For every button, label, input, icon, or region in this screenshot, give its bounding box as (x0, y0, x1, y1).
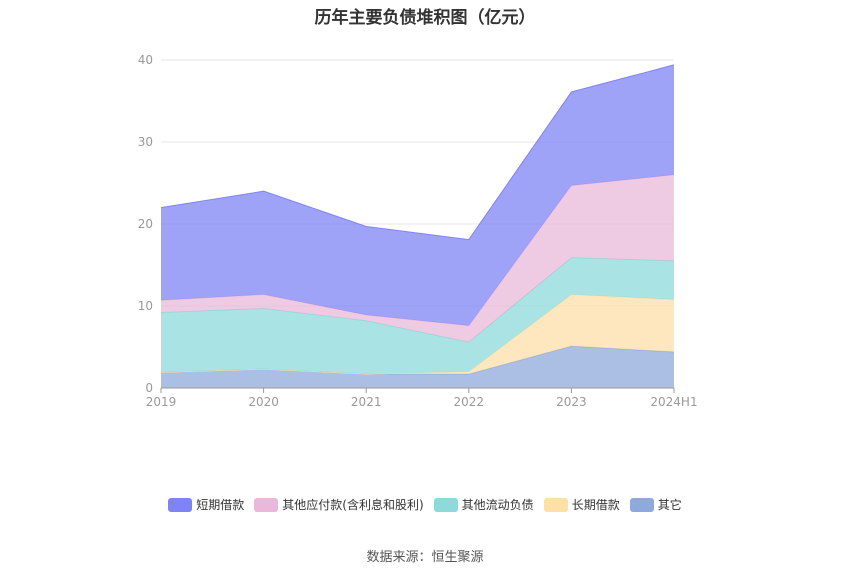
legend-item[interactable]: 其他流动负债 (433, 496, 534, 513)
x-tick-label: 2023 (556, 395, 587, 409)
legend-swatch (543, 497, 568, 512)
y-tick-label: 30 (138, 135, 153, 149)
legend-item[interactable]: 其它 (629, 496, 682, 513)
legend-label: 短期借款 (196, 498, 245, 512)
legend-label: 其他应付款(含利息和股利) (282, 498, 424, 512)
legend-item[interactable]: 短期借款 (168, 496, 244, 513)
area-series-0 (161, 346, 674, 388)
legend-item[interactable]: 其他应付款(含利息和股利) (254, 496, 424, 513)
y-tick-label: 10 (138, 299, 153, 313)
legend-swatch (629, 497, 654, 512)
y-tick-label: 40 (138, 53, 153, 67)
legend-swatch (254, 497, 279, 512)
area-series-3 (161, 174, 674, 343)
area-series-4 (161, 64, 674, 326)
legend-item[interactable]: 长期借款 (543, 496, 620, 513)
x-tick-label: 2019 (146, 395, 177, 409)
x-tick-label: 2021 (351, 395, 382, 409)
y-tick-label: 20 (138, 217, 153, 231)
area-series-2 (161, 257, 674, 375)
legend-label: 其它 (657, 498, 682, 512)
data-source-note: 数据来源：恒生聚源 (366, 550, 484, 565)
chart-legend: 短期借款 其他应付款(含利息和股利) 其他流动负债 长期借款 其它 (0, 496, 850, 513)
chart-title: 历年主要负债堆积图（亿元） (314, 8, 536, 28)
legend-label: 其他流动负债 (461, 498, 534, 512)
legend-swatch (168, 497, 193, 512)
legend-swatch (433, 497, 458, 512)
area-edge-4 (160, 64, 675, 241)
x-tick-label: 2024H1 (650, 395, 697, 409)
legend-label: 长期借款 (571, 498, 620, 512)
x-tick-label: 2020 (248, 395, 279, 409)
x-tick-label: 2022 (454, 395, 485, 409)
y-tick-label: 0 (145, 381, 153, 395)
